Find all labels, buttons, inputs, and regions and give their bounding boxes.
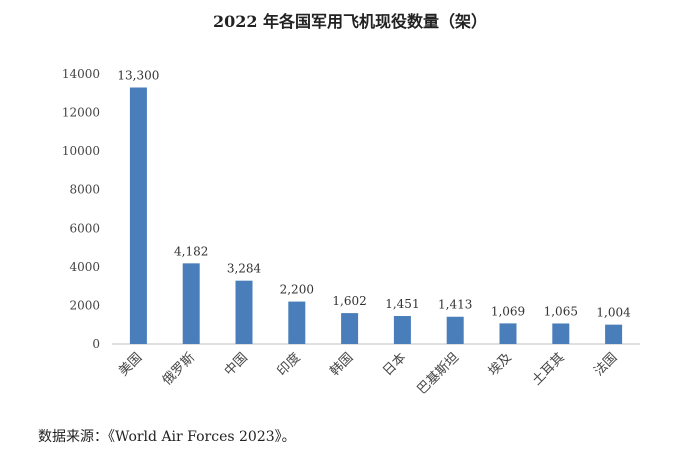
data-label: 3,284 [227,262,262,276]
data-label: 1,069 [491,304,525,318]
y-tick-label: 2000 [69,298,100,312]
y-tick-label: 6000 [69,221,100,235]
category-label: 印度 [274,350,304,380]
category-label: 日本 [380,350,409,379]
bar [552,323,570,344]
y-tick-label: 12000 [62,106,100,120]
category-label: 俄罗斯 [160,350,198,388]
category-label: 韩国 [327,350,356,379]
y-tick-label: 14000 [62,67,100,81]
category-label: 法国 [591,350,620,379]
data-label: 1,602 [332,294,366,308]
y-tick-label: 4000 [69,260,100,274]
y-tick-label: 0 [92,337,100,351]
data-label: 1,413 [438,298,472,312]
data-labels: 13,300 4,182 3,284 2,200 1,602 1,451 1,413 1,06… [117,69,631,320]
bar-chart: 0 2000 4000 6000 8000 10000 12000 14000 13,300 4… [62,67,640,398]
bar [182,263,200,344]
data-label: 4,182 [174,244,208,258]
category-label: 土耳其 [529,350,567,388]
bar [341,313,359,344]
category-label: 巴基斯坦 [415,350,462,397]
data-label: 1,004 [596,306,631,320]
data-label: 2,200 [280,283,314,297]
category-label: 美国 [116,350,145,379]
category-labels: 美国 俄罗斯 中国 印度 韩国 日本 巴基斯坦 埃及 土耳其 法国 [116,350,620,398]
bar [499,323,517,344]
category-label: 埃及 [486,350,515,379]
bar [393,316,411,344]
bars [129,87,623,344]
y-tick-label: 10000 [62,144,100,158]
y-tick-label: 8000 [69,183,100,197]
bar [288,301,306,344]
chart-title: 2022 年各国军用飞机现役数量（架） [212,12,488,31]
data-label: 13,300 [117,69,159,83]
data-label: 1,451 [385,297,419,311]
data-label: 1,065 [544,304,578,318]
y-axis-ticks: 0 2000 4000 6000 8000 10000 12000 14000 [62,67,100,351]
bar [235,280,253,344]
category-label: 中国 [222,350,251,379]
bar [605,324,623,344]
bar [446,316,464,344]
bar [129,87,147,344]
source-note: 数据来源：《World Air Forces 2023》。 [38,429,296,445]
